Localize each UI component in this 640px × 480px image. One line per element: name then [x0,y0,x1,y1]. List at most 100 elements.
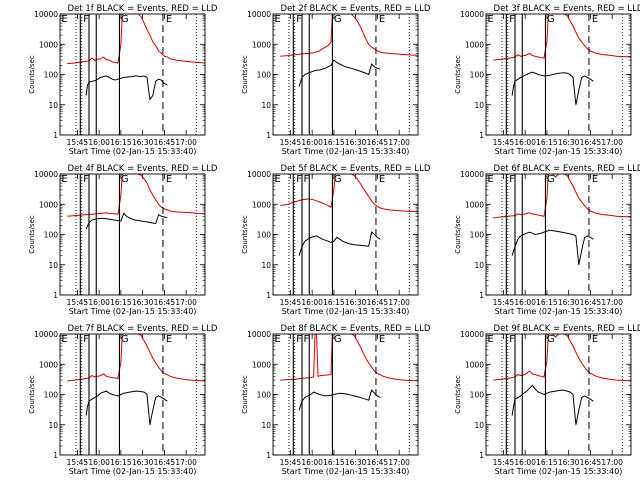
plot-frame [272,173,419,296]
x-axis-title: Start Time (02-Jan-15 15:33:40) [69,147,197,156]
series-events-line [511,384,594,425]
x-tick-label: 16:30 [345,298,367,307]
series-lld-line [67,334,205,382]
x-axis-title: Start Time (02-Jan-15 15:33:40) [282,147,410,156]
region-label: G [334,174,342,185]
region-label: E [487,334,493,345]
y-tick-label: 1 [479,451,484,460]
y-tick-label: 1000 [465,40,484,49]
x-tick-label: 16:00 [514,138,536,147]
panel-title: Det 6f BLACK = Events, RED = LLD [494,164,640,174]
x-tick-label: 15:45 [280,138,302,147]
detector-panel-9: Det 9f BLACK = Events, RED = LLD 1 10 100 10… [454,324,640,476]
series-lld-line [67,14,205,65]
region-label: G [334,14,342,25]
y-tick-label: 1000 [465,200,484,209]
x-tick-label: 16:15 [110,458,132,467]
y-tick-label: 10000 [460,170,484,179]
detector-panel-7: Det 7f BLACK = Events, RED = LLD 1 10 100 10… [28,324,218,476]
region-label: F [303,334,309,345]
region-label: G [547,14,555,25]
region-label: E [379,334,385,345]
y-tick-label: 10 [261,421,271,430]
x-axis-title: Start Time (02-Jan-15 15:33:40) [495,307,623,316]
plot-frame [485,333,632,456]
region-label: E [487,14,493,25]
series-group [493,14,631,105]
series-events-line [511,71,594,105]
panel-title: Det 1f BLACK = Events, RED = LLD [68,4,218,14]
series-group [280,14,418,87]
region-label: G [121,334,129,345]
x-axis-title: Start Time (02-Jan-15 15:33:40) [495,467,623,476]
x-tick-label: 16:45 [580,138,602,147]
x-tick-label: 16:45 [367,298,389,307]
region-label: F [303,174,309,185]
series-events-line [298,389,381,411]
region-label: F [83,174,89,185]
series-group [67,14,205,101]
region-label: E [274,14,280,25]
x-axis-title: Start Time (02-Jan-15 15:33:40) [495,147,623,156]
x-tick-label: 16:30 [558,458,580,467]
series-group [493,174,631,265]
y-tick-label: 100 [257,71,272,80]
plot-frame [485,173,632,296]
y-tick-label: 1 [266,291,271,300]
region-label: F [509,14,515,25]
x-tick-label: 17:00 [601,298,623,307]
series-lld-line [493,174,631,219]
region-label: E [592,174,598,185]
region-label: F [83,334,89,345]
y-tick-label: 10 [261,261,271,270]
x-tick-label: 16:00 [301,458,323,467]
x-tick-label: 15:45 [493,458,515,467]
y-tick-label: 1 [479,131,484,140]
y-tick-label: 100 [257,391,272,400]
y-axis-title: Counts/sec [454,375,462,414]
region-label: G [121,14,129,25]
detector-panel-5: Det 5f BLACK = Events, RED = LLD 1 10 100 10… [241,164,431,316]
y-tick-label: 10000 [247,10,271,19]
y-tick-label: 1 [53,291,58,300]
y-tick-label: 1 [266,451,271,460]
series-events-line [511,229,594,265]
x-axis-title: Start Time (02-Jan-15 15:33:40) [69,307,197,316]
x-tick-label: 16:30 [345,458,367,467]
y-tick-label: 10000 [460,10,484,19]
series-lld-line [280,334,418,382]
x-tick-label: 16:15 [110,298,132,307]
x-tick-label: 16:00 [88,458,110,467]
x-tick-label: 16:45 [367,458,389,467]
y-tick-label: 100 [470,391,485,400]
y-tick-label: 10000 [34,330,58,339]
x-tick-label: 16:30 [558,298,580,307]
y-tick-label: 1000 [465,360,484,369]
region-label: E [487,174,493,185]
panel-title: Det 2f BLACK = Events, RED = LLD [281,4,431,14]
x-tick-label: 17:00 [601,458,623,467]
x-axis-title: Start Time (02-Jan-15 15:33:40) [282,467,410,476]
x-tick-label: 16:15 [323,458,345,467]
series-group [280,174,418,256]
series-lld-line [280,174,418,213]
x-tick-label: 16:30 [132,138,154,147]
x-axis-title: Start Time (02-Jan-15 15:33:40) [69,467,197,476]
region-label: E [61,174,67,185]
x-tick-label: 15:45 [67,298,89,307]
y-tick-label: 1000 [252,360,271,369]
series-lld-line [493,334,631,382]
x-tick-label: 16:45 [154,298,176,307]
series-lld-line [67,174,205,217]
x-tick-label: 17:00 [601,138,623,147]
y-tick-label: 1000 [252,200,271,209]
y-tick-label: 10000 [247,330,271,339]
detector-panel-1: Det 1f BLACK = Events, RED = LLD 1 10 100 10… [28,4,218,156]
x-tick-label: 16:30 [345,138,367,147]
y-tick-label: 10 [474,421,484,430]
y-tick-label: 1 [266,131,271,140]
x-tick-label: 17:00 [175,458,197,467]
region-label: E [166,334,172,345]
y-axis-title: Counts/sec [241,375,249,414]
region-label: G [547,334,555,345]
